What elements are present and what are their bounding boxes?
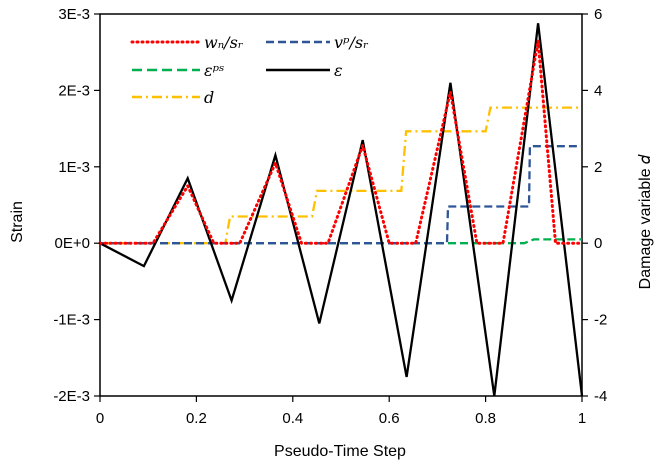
series-line-0 — [98, 40, 584, 245]
series-layer — [98, 23, 584, 397]
legend-label-d: d — [204, 88, 214, 107]
y2-tick-label: -4 — [594, 388, 607, 405]
x-tick-label: 0.6 — [379, 410, 400, 427]
x-tick-label: 0 — [96, 410, 104, 427]
y2-tick-label: 4 — [594, 82, 602, 99]
y2-tick-label: 0 — [594, 235, 602, 252]
y-tick-label: 0E+0 — [55, 235, 90, 252]
x-tick-label: 0.2 — [186, 410, 207, 427]
legend-label-eps: εᵖˢ — [204, 61, 224, 80]
series-line-2 — [100, 238, 582, 245]
x-tick-label: 0.8 — [475, 410, 496, 427]
series-line-4 — [100, 106, 582, 245]
legend: wₙ/sᵣ vᵖ/sᵣ εᵖˢ ε d — [130, 33, 369, 107]
legend-label-wn: wₙ/sᵣ — [204, 33, 244, 52]
y2-tick-label: 2 — [594, 159, 602, 176]
legend-label-vp: vᵖ/sᵣ — [334, 33, 369, 52]
x-tick-label: 1 — [578, 410, 586, 427]
y-tick-label: -1E-3 — [53, 312, 90, 329]
x-tick-label: 0.4 — [282, 410, 303, 427]
y2-tick-label: 6 — [594, 6, 602, 23]
series-line-3 — [99, 23, 584, 397]
legend-label-eps-total: ε — [334, 61, 343, 80]
y2-axis-title: Damage variable 𝑑 — [637, 154, 654, 289]
y-tick-label: -2E-3 — [53, 388, 90, 405]
series-line-1 — [100, 145, 582, 245]
y-tick-label: 1E-3 — [58, 159, 90, 176]
plot-area — [99, 13, 583, 397]
y2-tick-label: -2 — [594, 312, 607, 329]
y-axis-title: Strain — [9, 201, 26, 243]
y-tick-label: 2E-3 — [58, 82, 90, 99]
y-tick-label: 3E-3 — [58, 6, 90, 23]
x-axis-title: Pseudo-Time Step — [274, 443, 406, 460]
axes-layer: 0 0.2 0.4 0.6 0.8 1 -2E-3 -1E-3 0E+0 1E-3 2E-3 3E-3… — [53, 6, 607, 427]
plot-frame — [99, 13, 583, 397]
